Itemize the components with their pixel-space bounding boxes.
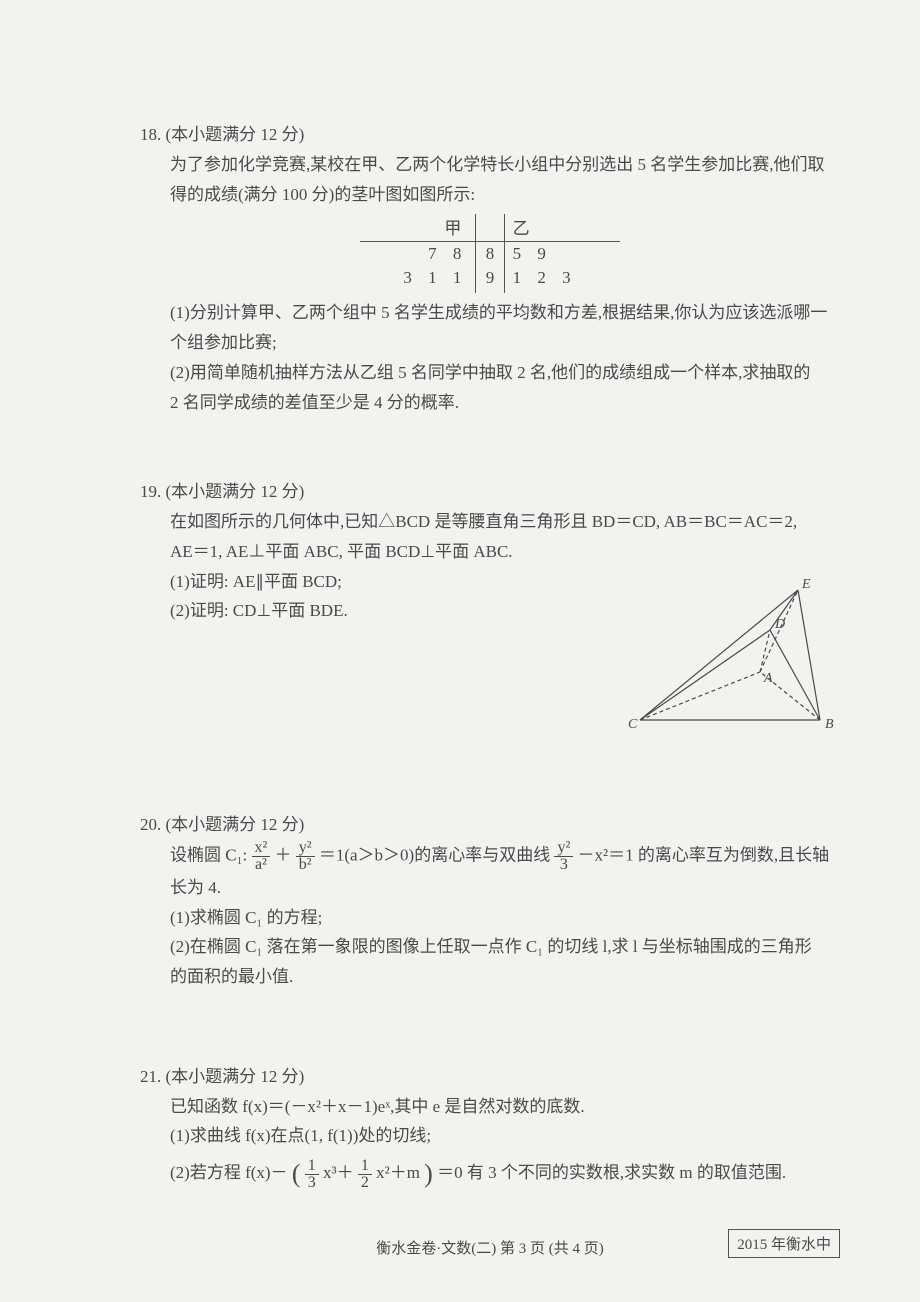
q18-sub2-line1: (2)用简单随机抽样方法从乙组 5 名同学中抽取 2 名,他们的成绩组成一个样本… [140, 358, 840, 388]
stem-leaf-stem: 9 [475, 263, 504, 293]
q19-stem-line2: AE＝1, AE⊥平面 ABC, 平面 BCD⊥平面 ABC. [140, 537, 840, 567]
fraction-x2a2: x² a² [252, 840, 271, 873]
q18-stem-line1: 为了参加化学竞赛,某校在甲、乙两个化学特长小组中分别选出 5 名学生参加比赛,他… [140, 150, 840, 180]
frac-bot: 3 [305, 1175, 319, 1191]
footer-right: 2015 年衡水中 [728, 1229, 840, 1258]
q20-number: 20. [140, 815, 161, 834]
exam-page: 18. (本小题满分 12 分) 为了参加化学竞赛,某校在甲、乙两个化学特长小组… [0, 0, 920, 1302]
label-a: A [763, 671, 773, 686]
q21-sub2-post: ＝0 有 3 个不同的实数根,求实数 m 的取值范围. [437, 1163, 786, 1182]
stem-leaf-row: 3 1 1 9 1 2 3 [360, 266, 620, 290]
question-19: 19. (本小题满分 12 分) 在如图所示的几何体中,已知△BCD 是等腰直角… [140, 477, 840, 750]
q21-points: (本小题满分 12 分) [166, 1067, 305, 1086]
q19-points: (本小题满分 12 分) [166, 482, 305, 501]
q21-sub2: (2)若方程 f(x)－ ( 1 3 x³＋ 1 2 x²＋m ) ＝0 有 3… [140, 1151, 840, 1197]
frac-top: x² [252, 840, 271, 857]
plus-sign: ＋ [275, 845, 292, 864]
frac-bot: 2 [358, 1175, 372, 1191]
fraction-y23: y² 3 [554, 840, 573, 873]
q20-sub2-line1: (2)在椭圆 C₁ 落在第一象限的图像上任取一点作 C₁ 的切线 l,求 l 与… [140, 932, 840, 962]
q19-stem-line1: 在如图所示的几何体中,已知△BCD 是等腰直角三角形且 BD＝CD, AB＝BC… [140, 507, 840, 537]
question-18: 18. (本小题满分 12 分) 为了参加化学竞赛,某校在甲、乙两个化学特长小组… [140, 120, 840, 417]
frac-top: y² [554, 840, 573, 857]
paren-right: ) [424, 1159, 433, 1188]
frac-bot: a² [252, 857, 271, 873]
q19-number: 19. [140, 482, 161, 501]
label-e: E [801, 577, 811, 592]
frac-top: y² [296, 840, 315, 857]
label-d: D [774, 617, 785, 632]
label-c: C [628, 717, 638, 732]
q20-points: (本小题满分 12 分) [166, 815, 305, 834]
q18-points: (本小题满分 12 分) [166, 125, 305, 144]
q20-stem: 设椭圆 C₁: x² a² ＋ y² b² ＝1(a＞b＞0)的离心率与双曲线 … [140, 840, 840, 873]
page-footer: 衡水金卷·文数(二) 第 3 页 (共 4 页) 2015 年衡水中 [140, 1237, 840, 1258]
tetrahedron-figure: E D A B C [620, 570, 840, 740]
fraction-12: 1 2 [358, 1158, 372, 1191]
q20-stem-mid1: ＝1(a＞b＞0)的离心率与双曲线 [319, 845, 550, 864]
q20-stem-mid2: －x²＝1 的离心率互为倒数,且长轴 [578, 845, 830, 864]
edge-cd [640, 630, 770, 720]
stem-leaf-plot: 甲 乙 7 8 8 5 9 3 1 1 9 1 2 3 [360, 217, 620, 290]
stem-leaf-right: 1 2 3 [505, 263, 620, 293]
q21-sub2-pre: (2)若方程 f(x)－ [170, 1163, 288, 1182]
q18-sub1-line1: (1)分别计算甲、乙两个组中 5 名学生成绩的平均数和方差,根据结果,你认为应该… [140, 298, 840, 328]
fraction-13: 1 3 [305, 1158, 319, 1191]
q18-stem-line2: 得的成绩(满分 100 分)的茎叶图如图所示: [140, 180, 840, 210]
q21-number: 21. [140, 1067, 161, 1086]
edge-ce [640, 590, 798, 720]
q21-sub1: (1)求曲线 f(x)在点(1, f(1))处的切线; [140, 1121, 840, 1151]
x-squared-plus-m: x²＋m [376, 1163, 420, 1182]
frac-bot: 3 [554, 857, 573, 873]
q18-sub1-line2: 个组参加比赛; [140, 328, 840, 358]
paren-left: ( [292, 1159, 301, 1188]
label-b: B [825, 717, 834, 732]
q20-stem-mid3: 长为 4. [140, 873, 840, 903]
q20-stem-pre: 设椭圆 C₁: [170, 845, 247, 864]
question-20: 20. (本小题满分 12 分) 设椭圆 C₁: x² a² ＋ y² b² ＝… [140, 810, 840, 992]
fraction-y2b2: y² b² [296, 840, 315, 873]
question-21: 21. (本小题满分 12 分) 已知函数 f(x)＝(－x²＋x－1)eˣ,其… [140, 1062, 840, 1197]
q20-sub2-line2: 的面积的最小值. [140, 962, 840, 992]
edge-ca [640, 672, 760, 720]
frac-top: 1 [358, 1158, 372, 1175]
x-cubed: x³＋ [323, 1163, 354, 1182]
frac-bot: b² [296, 857, 315, 873]
stem-leaf-left: 3 1 1 [360, 263, 475, 293]
q21-stem: 已知函数 f(x)＝(－x²＋x－1)eˣ,其中 e 是自然对数的底数. [140, 1092, 840, 1122]
q20-sub1: (1)求椭圆 C₁ 的方程; [140, 903, 840, 933]
q18-number: 18. [140, 125, 161, 144]
frac-top: 1 [305, 1158, 319, 1175]
q18-sub2-line2: 2 名同学成绩的差值至少是 4 分的概率. [140, 388, 840, 418]
